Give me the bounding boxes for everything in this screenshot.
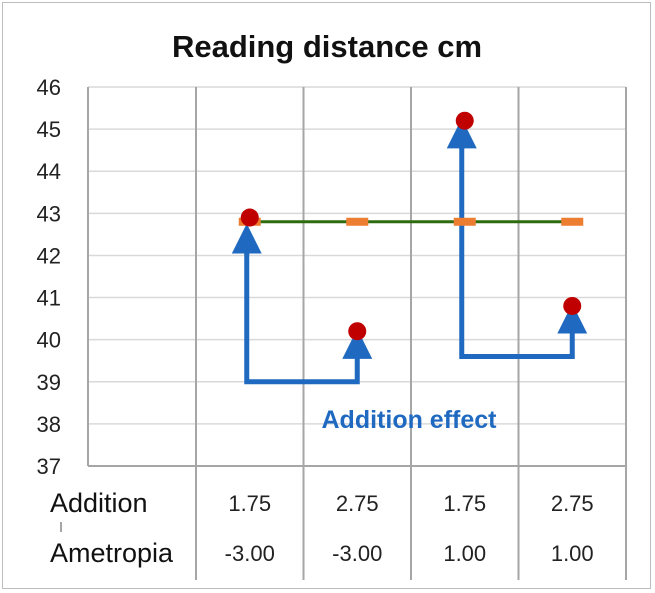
arrow-tail-1: [459, 133, 588, 360]
y-tick-label: 41: [37, 286, 61, 311]
table-cell: 1.00: [443, 541, 486, 566]
table-row-label-1: Ametropia: [50, 538, 174, 568]
point-marker: [455, 111, 474, 130]
series-marks: [238, 111, 584, 341]
point-marker: [563, 296, 582, 315]
y-tick-label: 43: [37, 201, 61, 226]
category-table: Addition 1.75 2.75 1.75 2.75 Ametropia -3.00 -3…: [50, 488, 594, 568]
table-cell: -3.00: [332, 541, 382, 566]
arrow-tail-0: [244, 238, 373, 385]
addition-arrows: [231, 118, 588, 385]
y-tick-label: 40: [37, 328, 61, 353]
table-cell: 1.75: [443, 491, 486, 516]
chart-title: Reading distance cm: [172, 29, 482, 64]
y-tick-label: 37: [37, 454, 61, 479]
table-cell: 2.75: [551, 491, 594, 516]
table-cell: 1.75: [228, 491, 271, 516]
table-cell: -3.00: [225, 541, 275, 566]
point-marker: [240, 208, 259, 227]
y-tick-label: 42: [37, 243, 61, 268]
y-tick-label: 39: [37, 370, 61, 395]
table-row-label-0: Addition: [50, 488, 148, 518]
point-marker: [348, 322, 367, 341]
dash-marker: [453, 217, 476, 226]
y-tick-label: 45: [37, 117, 61, 142]
dash-marker: [561, 217, 584, 226]
annotation-addition-effect: Addition effect: [322, 406, 498, 434]
y-tick-label: 38: [37, 412, 61, 437]
dash-marker: [346, 217, 369, 226]
y-axis: 37 38 39 40 41 42 43 44 45 46: [37, 75, 61, 479]
table-cell: 2.75: [336, 491, 379, 516]
y-tick-label: 44: [37, 159, 61, 184]
y-tick-label: 46: [37, 75, 61, 100]
table-cell: 1.00: [551, 541, 594, 566]
grid: [60, 86, 627, 580]
